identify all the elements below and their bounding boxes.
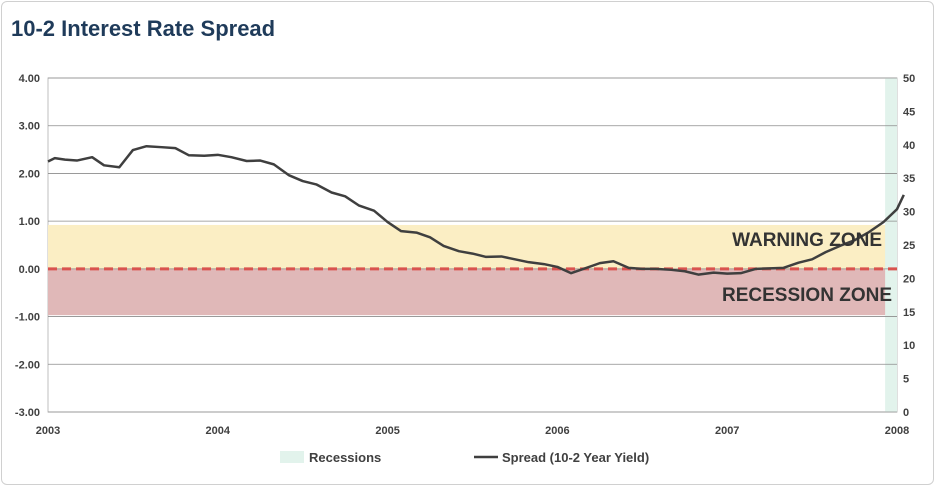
y-right-tick-label: 5: [903, 374, 909, 386]
legend-spread-label: Spread (10-2 Year Yield): [502, 450, 649, 465]
zone-recession-band: [48, 268, 897, 316]
legend-recessions-label: Recessions: [309, 450, 381, 465]
chart-title: 10-2 Interest Rate Spread: [11, 16, 276, 41]
y-right-tick-label: 50: [903, 73, 915, 85]
x-tick-label: 2005: [375, 425, 399, 437]
y-right-tick-label: 30: [903, 207, 915, 219]
y-right-tick-label: 10: [903, 340, 915, 352]
y-left-tick-label: 1.00: [19, 216, 40, 228]
y-right-tick-label: 25: [903, 240, 915, 252]
recession-bar: [885, 78, 897, 412]
spread-series-line: [47, 144, 905, 276]
y-right-tick-label: 40: [903, 140, 915, 152]
y-right-tick-label: 35: [903, 173, 915, 185]
y-left-tick-label: -3.00: [15, 407, 40, 419]
y-right-tick-label: 0: [903, 407, 909, 419]
recession-zone-label: RECESSION ZONE: [722, 285, 892, 306]
y-right-tick-label: 20: [903, 273, 915, 285]
x-tick-label: 2008: [885, 425, 909, 437]
y-left-tick-label: 2.00: [19, 168, 40, 180]
x-tick-label: 2006: [545, 425, 569, 437]
warning-zone-label: WARNING ZONE: [732, 230, 882, 251]
y-left-tick-label: -1.00: [15, 312, 40, 324]
x-tick-label: 2003: [36, 425, 60, 437]
zone-warning-band: [48, 224, 897, 269]
legend-recessions-swatch: [280, 451, 304, 463]
y-right-tick-label: 15: [903, 307, 915, 319]
x-tick-label: 2004: [206, 425, 231, 437]
x-tick-label: 2007: [715, 425, 739, 437]
y-left-tick-label: 4.00: [19, 73, 40, 85]
y-right-tick-label: 45: [903, 106, 915, 118]
y-left-tick-label: -2.00: [15, 359, 40, 371]
y-left-tick-label: 3.00: [19, 121, 40, 133]
y-left-tick-label: 0.00: [19, 264, 40, 276]
